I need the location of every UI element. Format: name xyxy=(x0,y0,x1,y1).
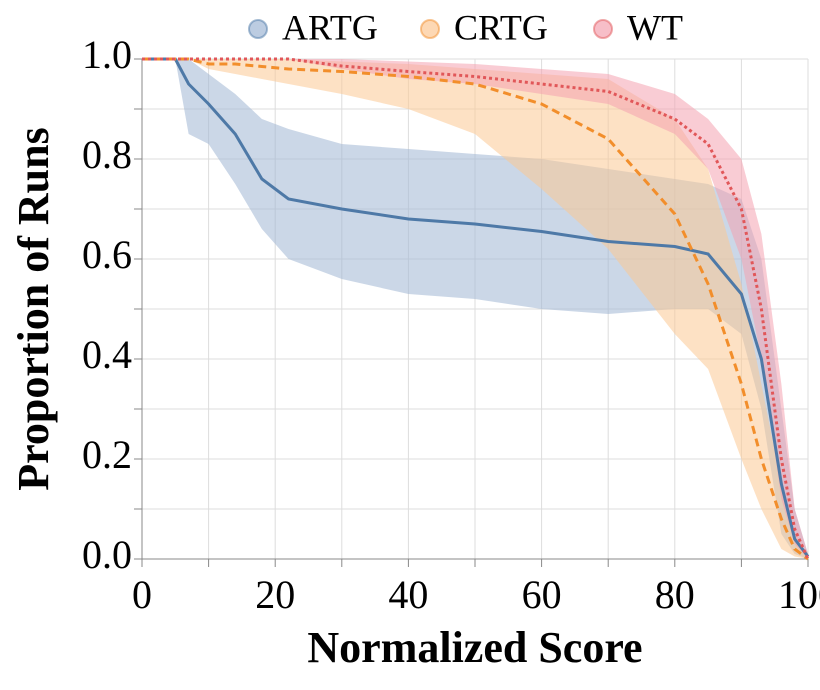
x-tick-label: 60 xyxy=(522,572,562,617)
series-line xyxy=(142,57,810,560)
legend-label: ARTG xyxy=(282,7,378,47)
legend-marker xyxy=(248,19,268,39)
y-tick-label: 1.0 xyxy=(82,32,132,77)
x-tick-label: 40 xyxy=(388,572,428,617)
legend-label: CRTG xyxy=(454,7,548,47)
y-tick-label: 0.0 xyxy=(82,532,132,577)
x-tick-label: 20 xyxy=(255,572,295,617)
series-line xyxy=(142,57,810,558)
y-axis-label: Proportion of Runs xyxy=(9,127,58,490)
legend-marker xyxy=(420,19,440,39)
x-axis-label: Normalized Score xyxy=(307,623,642,672)
x-tick-label: 0 xyxy=(132,572,152,617)
x-tick-label: 100 xyxy=(778,572,820,617)
y-tick-label: 0.6 xyxy=(82,232,132,277)
legend-marker xyxy=(593,19,613,39)
series-line xyxy=(142,57,809,561)
y-tick-label: 0.8 xyxy=(82,132,132,177)
y-tick-label: 0.4 xyxy=(82,332,132,377)
y-tick-label: 0.2 xyxy=(82,432,132,477)
x-tick-label: 80 xyxy=(655,572,695,617)
legend-label: WT xyxy=(627,7,683,47)
confidence-band xyxy=(142,59,808,559)
